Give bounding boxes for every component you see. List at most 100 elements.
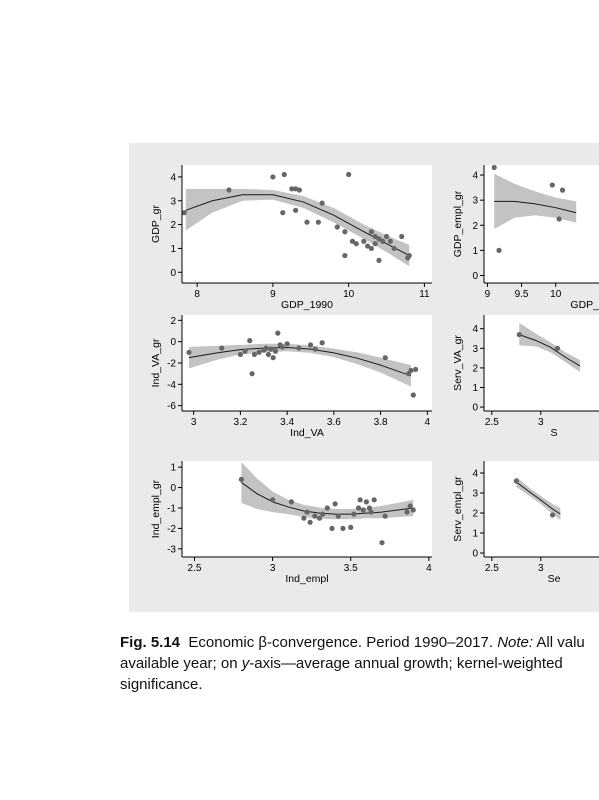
chart-gdp_empl: 0 1 2 3 4 9 9.5 10 GDP_ GDP_empl_gr — [452, 164, 599, 311]
y-tick-label-serv_va: 1 — [472, 383, 478, 394]
y-axis-label-gdp: GDP_gr — [150, 205, 162, 243]
data-point-serv_empl-0 — [513, 478, 519, 484]
data-point-ind_empl-24 — [382, 513, 388, 519]
data-point-gdp-17 — [353, 241, 359, 247]
fit-line-serv_va — [519, 334, 581, 367]
x-axis-label-serv_va: S — [550, 427, 557, 439]
data-point-ind_va-7 — [256, 349, 262, 355]
data-point-gdp-16 — [349, 238, 356, 244]
data-point-ind_va-20 — [312, 346, 318, 352]
data-point-ind_va-6 — [249, 371, 255, 377]
data-point-gdp-15 — [346, 171, 352, 178]
chart-ind_va: -6 -4 -2 0 2 3 3.2 3.4 3.6 3.8 4 Ind_VA Ind_VA_gr — [150, 315, 432, 439]
data-point-ind_empl-19 — [363, 499, 369, 505]
data-point-ind_va-19 — [307, 342, 314, 348]
y-tick-label-serv_empl: 2 — [472, 509, 478, 520]
data-point-ind_empl-10 — [329, 525, 335, 532]
data-point-ind_va-4 — [247, 338, 253, 344]
plot-area-serv_empl — [484, 461, 599, 557]
data-point-ind_va-9 — [263, 345, 269, 351]
data-point-gdp-10 — [315, 219, 321, 225]
x-tick-label-gdp_empl: 10 — [550, 289, 562, 300]
y-tick-label-ind_empl: 0 — [170, 483, 176, 494]
chart-gdp: 0 1 2 3 4 8 9 10 11 GDP_1990 GDP_gr — [150, 165, 432, 311]
data-point-ind_empl-13 — [340, 525, 346, 532]
x-tick-label-ind_empl: 3 — [270, 563, 276, 574]
y-tick-label-ind_empl: 1 — [170, 463, 176, 474]
y-axis-label-serv_va: Serv_VA_gr — [452, 335, 464, 391]
data-point-gdp-0 — [181, 210, 187, 216]
y-tick-label-gdp_empl: 0 — [472, 271, 478, 282]
y-tick-label-serv_va: 2 — [472, 363, 478, 374]
data-point-serv_empl-1 — [549, 512, 556, 518]
x-tick-label-serv_va: 3 — [538, 417, 544, 428]
figure-caption: Fig. 5.14 Economic β-convergence. Period… — [120, 632, 599, 695]
x-tick-label-gdp_empl: 9.5 — [515, 289, 529, 300]
data-point-ind_va-1 — [219, 345, 225, 351]
y-tick-label-ind_va: -4 — [167, 380, 176, 391]
x-tick-label-gdp_empl: 9 — [485, 289, 491, 300]
x-tick-label-gdp: 8 — [194, 289, 200, 300]
y-tick-label-ind_va: 0 — [170, 337, 176, 348]
data-point-ind_va-26 — [413, 366, 419, 372]
x-tick-label-ind_empl: 2.5 — [188, 563, 202, 574]
data-point-ind_va-0 — [186, 349, 192, 355]
y-tick-label-serv_empl: 0 — [472, 549, 478, 560]
data-point-gdp-27 — [387, 238, 393, 244]
x-axis-label-serv_empl: Se — [548, 573, 561, 585]
x-tick-label-ind_va: 3.6 — [327, 417, 341, 428]
data-point-ind_empl-0 — [238, 476, 244, 482]
data-point-gdp-5 — [289, 186, 295, 192]
y-tick-label-gdp: 0 — [170, 268, 176, 279]
data-point-ind_empl-15 — [351, 511, 357, 517]
caption-line2-start: available year; on — [120, 655, 238, 672]
chart-serv_empl: 0 1 2 3 4 2.5 3 Se Serv_empl_gr — [452, 461, 599, 585]
x-tick-label-ind_empl: 4 — [426, 563, 432, 574]
data-point-ind_empl-20 — [366, 505, 373, 511]
data-point-ind_va-16 — [279, 344, 286, 350]
chart-ind_empl: -3 -2 -1 0 1 2.5 3 3.5 4 Ind_empl Ind_empl_gr — [150, 461, 432, 585]
y-axis-label-ind_empl: Ind_empl_gr — [150, 479, 162, 538]
data-point-gdp-20 — [368, 229, 374, 235]
data-point-ind_empl-27 — [410, 507, 416, 513]
y-axis-label-ind_va: Ind_VA_gr — [150, 338, 162, 387]
caption-y-axis: y — [241, 655, 250, 672]
plot-area-serv_va — [484, 315, 599, 411]
data-point-ind_va-3 — [242, 348, 248, 354]
y-tick-label-serv_va: 3 — [472, 344, 478, 355]
data-point-ind_empl-7 — [316, 515, 323, 521]
ci-band-ind_empl — [241, 462, 414, 520]
x-tick-label-ind_va: 3.2 — [233, 417, 247, 428]
data-point-gdp-7 — [296, 187, 303, 193]
data-point-ind_empl-14 — [348, 524, 354, 530]
y-tick-label-gdp_empl: 1 — [472, 246, 478, 257]
data-point-gdp-13 — [342, 229, 348, 235]
x-tick-label-ind_va: 3.8 — [374, 417, 388, 428]
y-tick-label-serv_empl: 3 — [472, 489, 478, 500]
data-point-gdp-21 — [372, 233, 378, 240]
y-tick-label-ind_va: 2 — [170, 316, 176, 327]
data-point-gdp_empl-2 — [549, 182, 555, 188]
y-tick-label-gdp_empl: 4 — [472, 171, 478, 182]
data-point-gdp-14 — [342, 252, 348, 259]
caption-line-1: Fig. 5.14 Economic β-convergence. Period… — [120, 632, 599, 653]
caption-note-label: Note: — [497, 634, 534, 651]
figure-panel: 0 1 2 3 4 8 9 10 11 GDP_1990 GDP_gr 0 1 2 3 4 9 9.5 10 GDP_… — [129, 143, 599, 612]
data-point-serv_va-1 — [554, 345, 561, 351]
caption-line-2: available year; on y-axis—average annual… — [120, 653, 599, 674]
x-axis-label-ind_va: Ind_VA — [290, 427, 324, 439]
data-point-gdp-9 — [304, 219, 310, 225]
y-tick-label-gdp: 4 — [170, 172, 176, 183]
data-point-gdp-2 — [270, 174, 276, 180]
data-point-ind_empl-9 — [324, 505, 330, 511]
data-point-ind_empl-5 — [307, 519, 313, 525]
ci-band-gdp — [185, 188, 410, 267]
data-point-ind_va-12 — [270, 355, 276, 361]
data-point-gdp-29 — [399, 233, 405, 240]
data-point-ind_va-2 — [237, 351, 244, 358]
ci-band-gdp_empl — [494, 173, 577, 230]
data-point-gdp-24 — [376, 236, 382, 242]
data-point-gdp-23 — [372, 241, 378, 247]
data-point-gdp-31 — [405, 255, 411, 261]
